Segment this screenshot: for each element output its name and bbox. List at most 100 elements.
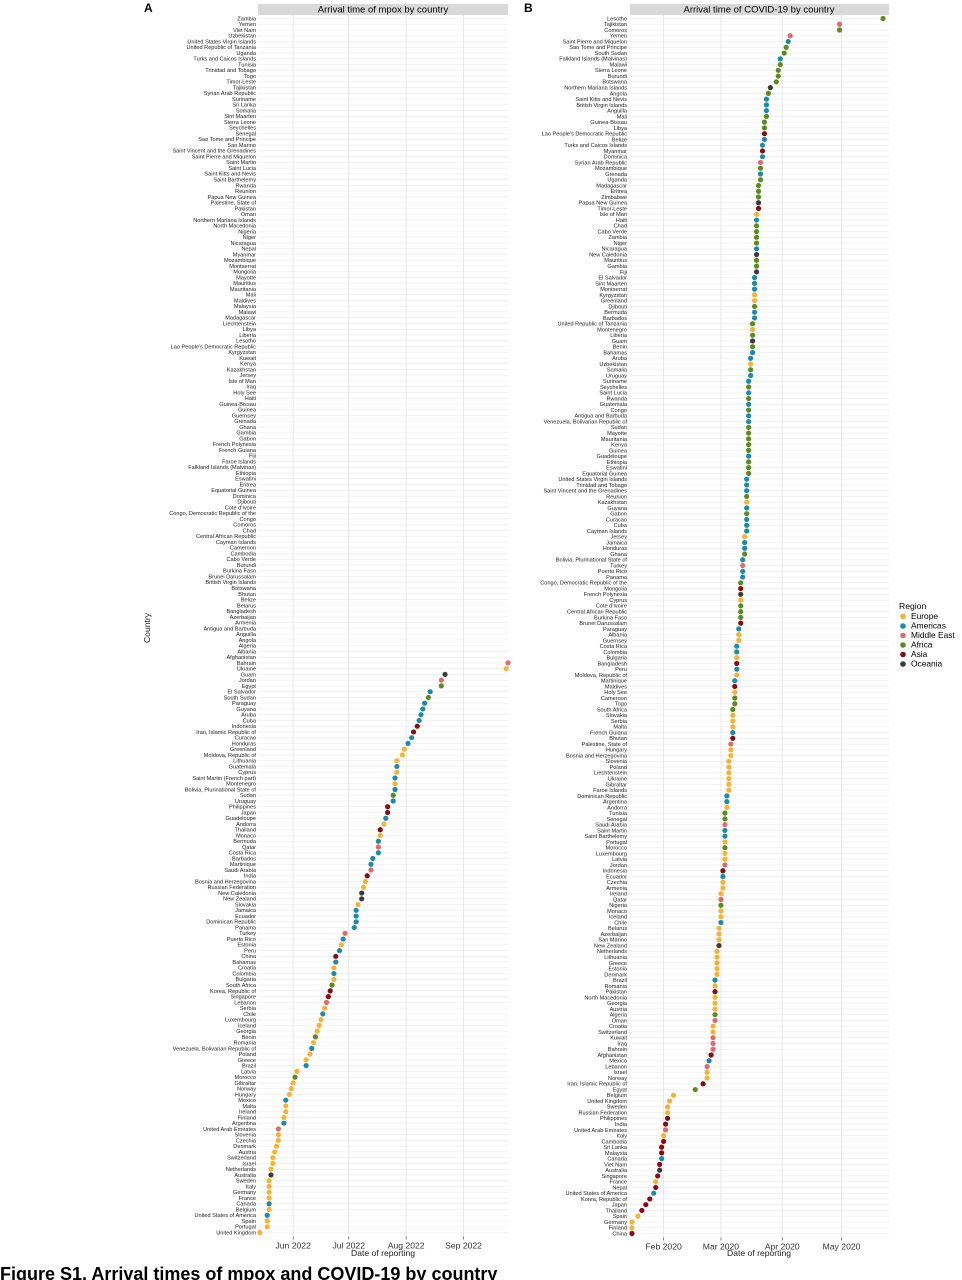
y-tick-label: Colombia [603,650,628,656]
point-russian-federation [664,1109,671,1116]
y-tick-label: Finland [238,1115,256,1121]
y-tick-label: Cyprus [609,598,627,604]
point-mauritania [746,436,752,442]
y-tick-label: Turkey [239,931,256,937]
point-latvia [722,856,728,862]
y-tick-label: Turks and Caicos Islands [564,143,627,149]
y-tick-label: United Arab Emirates [203,1127,256,1133]
y-tick-label: Guadeloupe [597,454,627,460]
y-tick-label: Belize [241,598,256,604]
panel-a-x-ticks: Jun 2022 Jul 2022 Aug 2022 Sep 2022 [275,1236,482,1251]
y-tick-label: Lebanon [605,1064,627,1070]
x-tick-label: Mar 2020 [703,1242,740,1252]
point-kyrgyzstan [751,292,758,298]
y-tick-label: Indonesia [603,869,628,875]
y-tick-label: Seychelles [600,385,627,391]
y-tick-label: Croatia [609,1024,628,1030]
y-tick-label: French Guiana [590,730,628,736]
y-tick-label: Congo, Democratic Republic of the [169,511,256,517]
point-france [266,1195,272,1201]
point-austria [272,1149,278,1155]
y-tick-label: Trinidad and Tobago [576,483,627,489]
y-tick-label: Mozambique [595,166,627,172]
point-brunei-darussalam [738,620,744,626]
point-korea-republic-of [647,1196,653,1202]
point-thailand [377,827,383,833]
y-tick-label: Costa Rica [229,851,257,857]
point-iran-islamic-republic-of [700,1081,706,1087]
y-tick-label: Japan [241,810,256,816]
y-tick-label: Viet Nam [604,1162,627,1168]
point-sierra-leone [775,67,781,73]
y-tick-label: Lebanon [234,1000,256,1006]
y-tick-label: Norway [608,1076,627,1082]
point-mayotte [746,430,752,436]
y-tick-label: Viet Nam [233,28,256,34]
point-pakistan [712,989,718,995]
point-armenia [720,885,726,891]
point-cameroon [732,695,738,701]
y-tick-label: Saint Martin (French part) [192,776,256,782]
point-jordan [438,677,444,683]
y-tick-label: Hungary [235,1092,256,1098]
y-tick-label: Barbados [603,316,627,322]
y-tick-label: Gambia [236,431,256,437]
point-philippines [664,1115,671,1121]
panel-a-letter: A [144,1,153,15]
y-tick-label: Belarus [237,603,256,609]
y-tick-label: Korea, Republic of [210,989,256,995]
point-bolivia-plurinational-state-of [740,557,746,563]
point-guyana [744,505,750,511]
point-new-caledonia [359,890,365,896]
y-tick-label: Switzerland [227,1156,256,1162]
point-slovenia [275,1132,281,1138]
point-chile [320,1011,326,1017]
y-tick-label: Dominican Republic [577,794,627,800]
y-tick-label: Mauritius [233,281,256,287]
y-tick-label: Jersey [240,373,257,379]
point-jersey [742,534,748,540]
legend-label: Americas [911,621,946,631]
y-tick-label: Papua New Guinea [207,195,256,201]
point-algeria [712,1012,718,1018]
y-tick-label: Lithuania [604,955,628,961]
y-tick-label: Equatorial Guinea [211,488,257,494]
point-czechia [720,879,726,885]
y-tick-label: Togo [615,702,627,708]
y-tick-label: El Salvador [227,690,256,696]
y-tick-label: Belize [612,137,627,143]
point-fiji [753,269,760,275]
y-tick-label: Angola [610,91,628,97]
point-andorra [381,821,387,827]
point-china [333,953,339,959]
y-tick-label: Guinea-Bissau [219,402,256,408]
point-guyana [420,706,426,712]
y-tick-label: Barbados [232,856,256,862]
y-tick-label: Ireland [610,892,627,898]
point-australia [268,1172,274,1178]
y-tick-label: Kuwait [239,356,256,362]
y-tick-label: Jersey [611,535,628,541]
y-tick-label: Lao People's Democratic Republic [542,132,628,138]
point-el-salvador [427,689,433,695]
y-tick-label: Qatar [242,845,256,851]
y-tick-label: Saint Martin [597,828,627,834]
point-bermuda [751,309,758,315]
point-chad [753,223,760,229]
y-tick-label: Sri Lanka [603,1145,628,1151]
point-saint-martin-french-part [392,775,398,781]
point-new-caledonia [753,251,760,258]
y-tick-label: Czechia [236,1138,257,1144]
point-benin [312,1034,319,1040]
point-egypt [692,1086,698,1093]
point-congo [746,407,752,413]
point-kazakhstan [744,499,750,505]
y-tick-label: Bahamas [603,350,627,356]
point-myanmar [759,148,766,154]
point-costa-rica [734,643,740,649]
y-tick-label: Colombia [232,971,257,977]
y-tick-label: New Zealand [223,897,256,903]
y-tick-label: Ethiopia [607,460,628,466]
y-tick-label: Belgium [607,1093,628,1099]
y-tick-label: Guinea [238,408,257,414]
